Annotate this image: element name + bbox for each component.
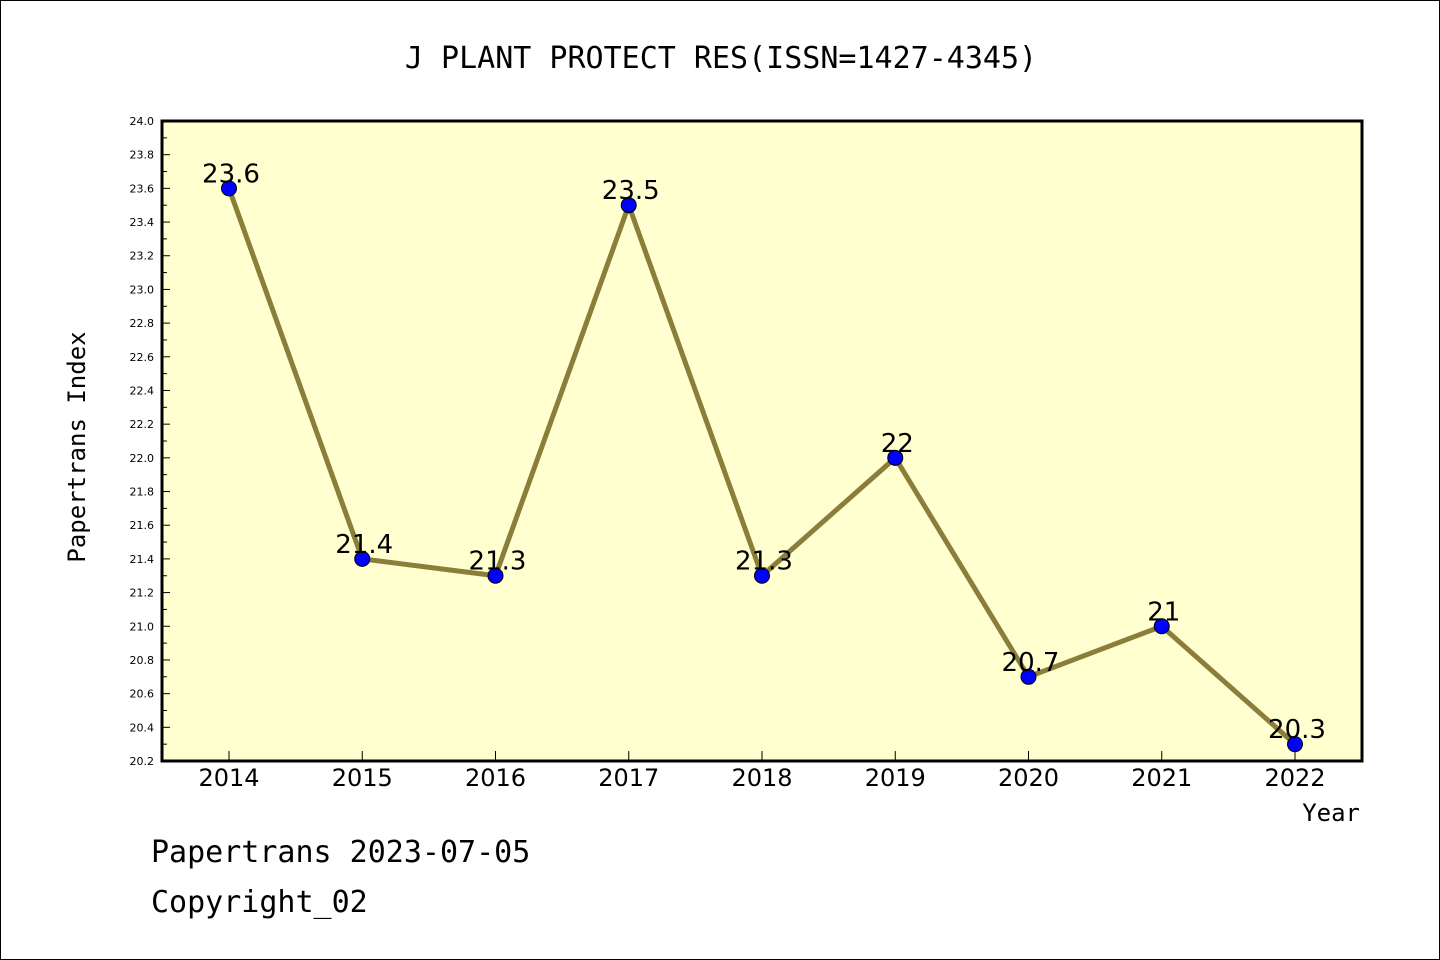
x-tick-label: 2017	[598, 764, 659, 792]
footer-copyright-text: Copyright_02	[151, 885, 368, 920]
data-point	[1153, 618, 1170, 635]
data-point	[487, 567, 504, 584]
data-point	[1287, 736, 1303, 753]
data-label: 21.3	[735, 547, 793, 577]
y-tick-label: 23.8	[130, 149, 155, 162]
y-tick-label: 23.0	[130, 283, 155, 296]
y-tick-label: 22.2	[130, 418, 155, 431]
x-axis-label: Year	[1302, 799, 1360, 827]
data-series	[221, 180, 1303, 753]
x-tick-label: 2022	[1264, 764, 1325, 792]
y-tick-label: 20.4	[130, 721, 155, 734]
y-axis-label: Papertrans Index	[63, 331, 91, 562]
y-tick-label: 20.2	[130, 755, 155, 768]
data-point	[221, 180, 237, 197]
y-tick-label: 23.4	[130, 216, 155, 229]
data-point	[754, 567, 770, 584]
y-tick-label: 24.0	[130, 115, 155, 128]
x-tick-label: 2016	[465, 764, 526, 792]
y-tick-label: 22.0	[130, 452, 155, 465]
data-label: 23.5	[602, 176, 660, 206]
y-tick-label: 21.8	[130, 486, 155, 499]
chart-title: J PLANT PROTECT RES(ISSN=1427-4345)	[405, 41, 1037, 76]
x-tick-label: 2018	[731, 764, 792, 792]
plot-frame	[160, 119, 1364, 763]
y-tick-label: 21.0	[130, 620, 155, 633]
data-point	[887, 449, 904, 466]
data-label: 21.4	[335, 530, 393, 560]
data-label: 23.6	[202, 159, 260, 189]
data-point	[1020, 668, 1037, 685]
x-tick-label: 2019	[865, 764, 926, 792]
data-label: 21	[1147, 597, 1180, 627]
y-tick-label: 22.6	[130, 351, 155, 364]
data-label: 20.3	[1268, 715, 1326, 745]
footer-date-text: Papertrans 2023-07-05	[151, 835, 531, 870]
y-tick-label: 22.4	[130, 384, 155, 397]
x-tick-label: 2015	[332, 764, 393, 792]
y-tick-label: 20.6	[130, 688, 155, 701]
data-label: 22	[881, 429, 914, 459]
y-tick-label: 21.4	[130, 553, 155, 566]
data-labels: 23.6 21.4 21.3 23.5 21.3 22 20.7 21 20.3	[202, 159, 1326, 745]
data-point	[354, 550, 371, 567]
y-tick-label: 21.2	[130, 587, 155, 600]
y-tick-label: 23.2	[130, 250, 155, 263]
y-tick-label: 20.8	[130, 654, 155, 667]
plot-area	[162, 121, 1362, 761]
data-label: 20.7	[1002, 648, 1060, 678]
y-axis-ticks: 20.2 20.4 20.6 20.8 21.0 21.2 21.4 21.6 21.8 22.0…	[130, 115, 170, 768]
y-tick-label: 22.8	[130, 317, 155, 330]
data-label: 21.3	[469, 547, 527, 577]
x-axis-ticks: 2014 2015 2016 2017 2018 2019 2020 2021 2022	[198, 751, 1326, 792]
x-tick-label: 2020	[998, 764, 1059, 792]
x-tick-label: 2014	[198, 764, 259, 792]
x-tick-label: 2021	[1131, 764, 1192, 792]
data-point	[620, 197, 637, 214]
y-tick-label: 23.6	[130, 182, 155, 195]
y-tick-label: 21.6	[130, 519, 155, 532]
